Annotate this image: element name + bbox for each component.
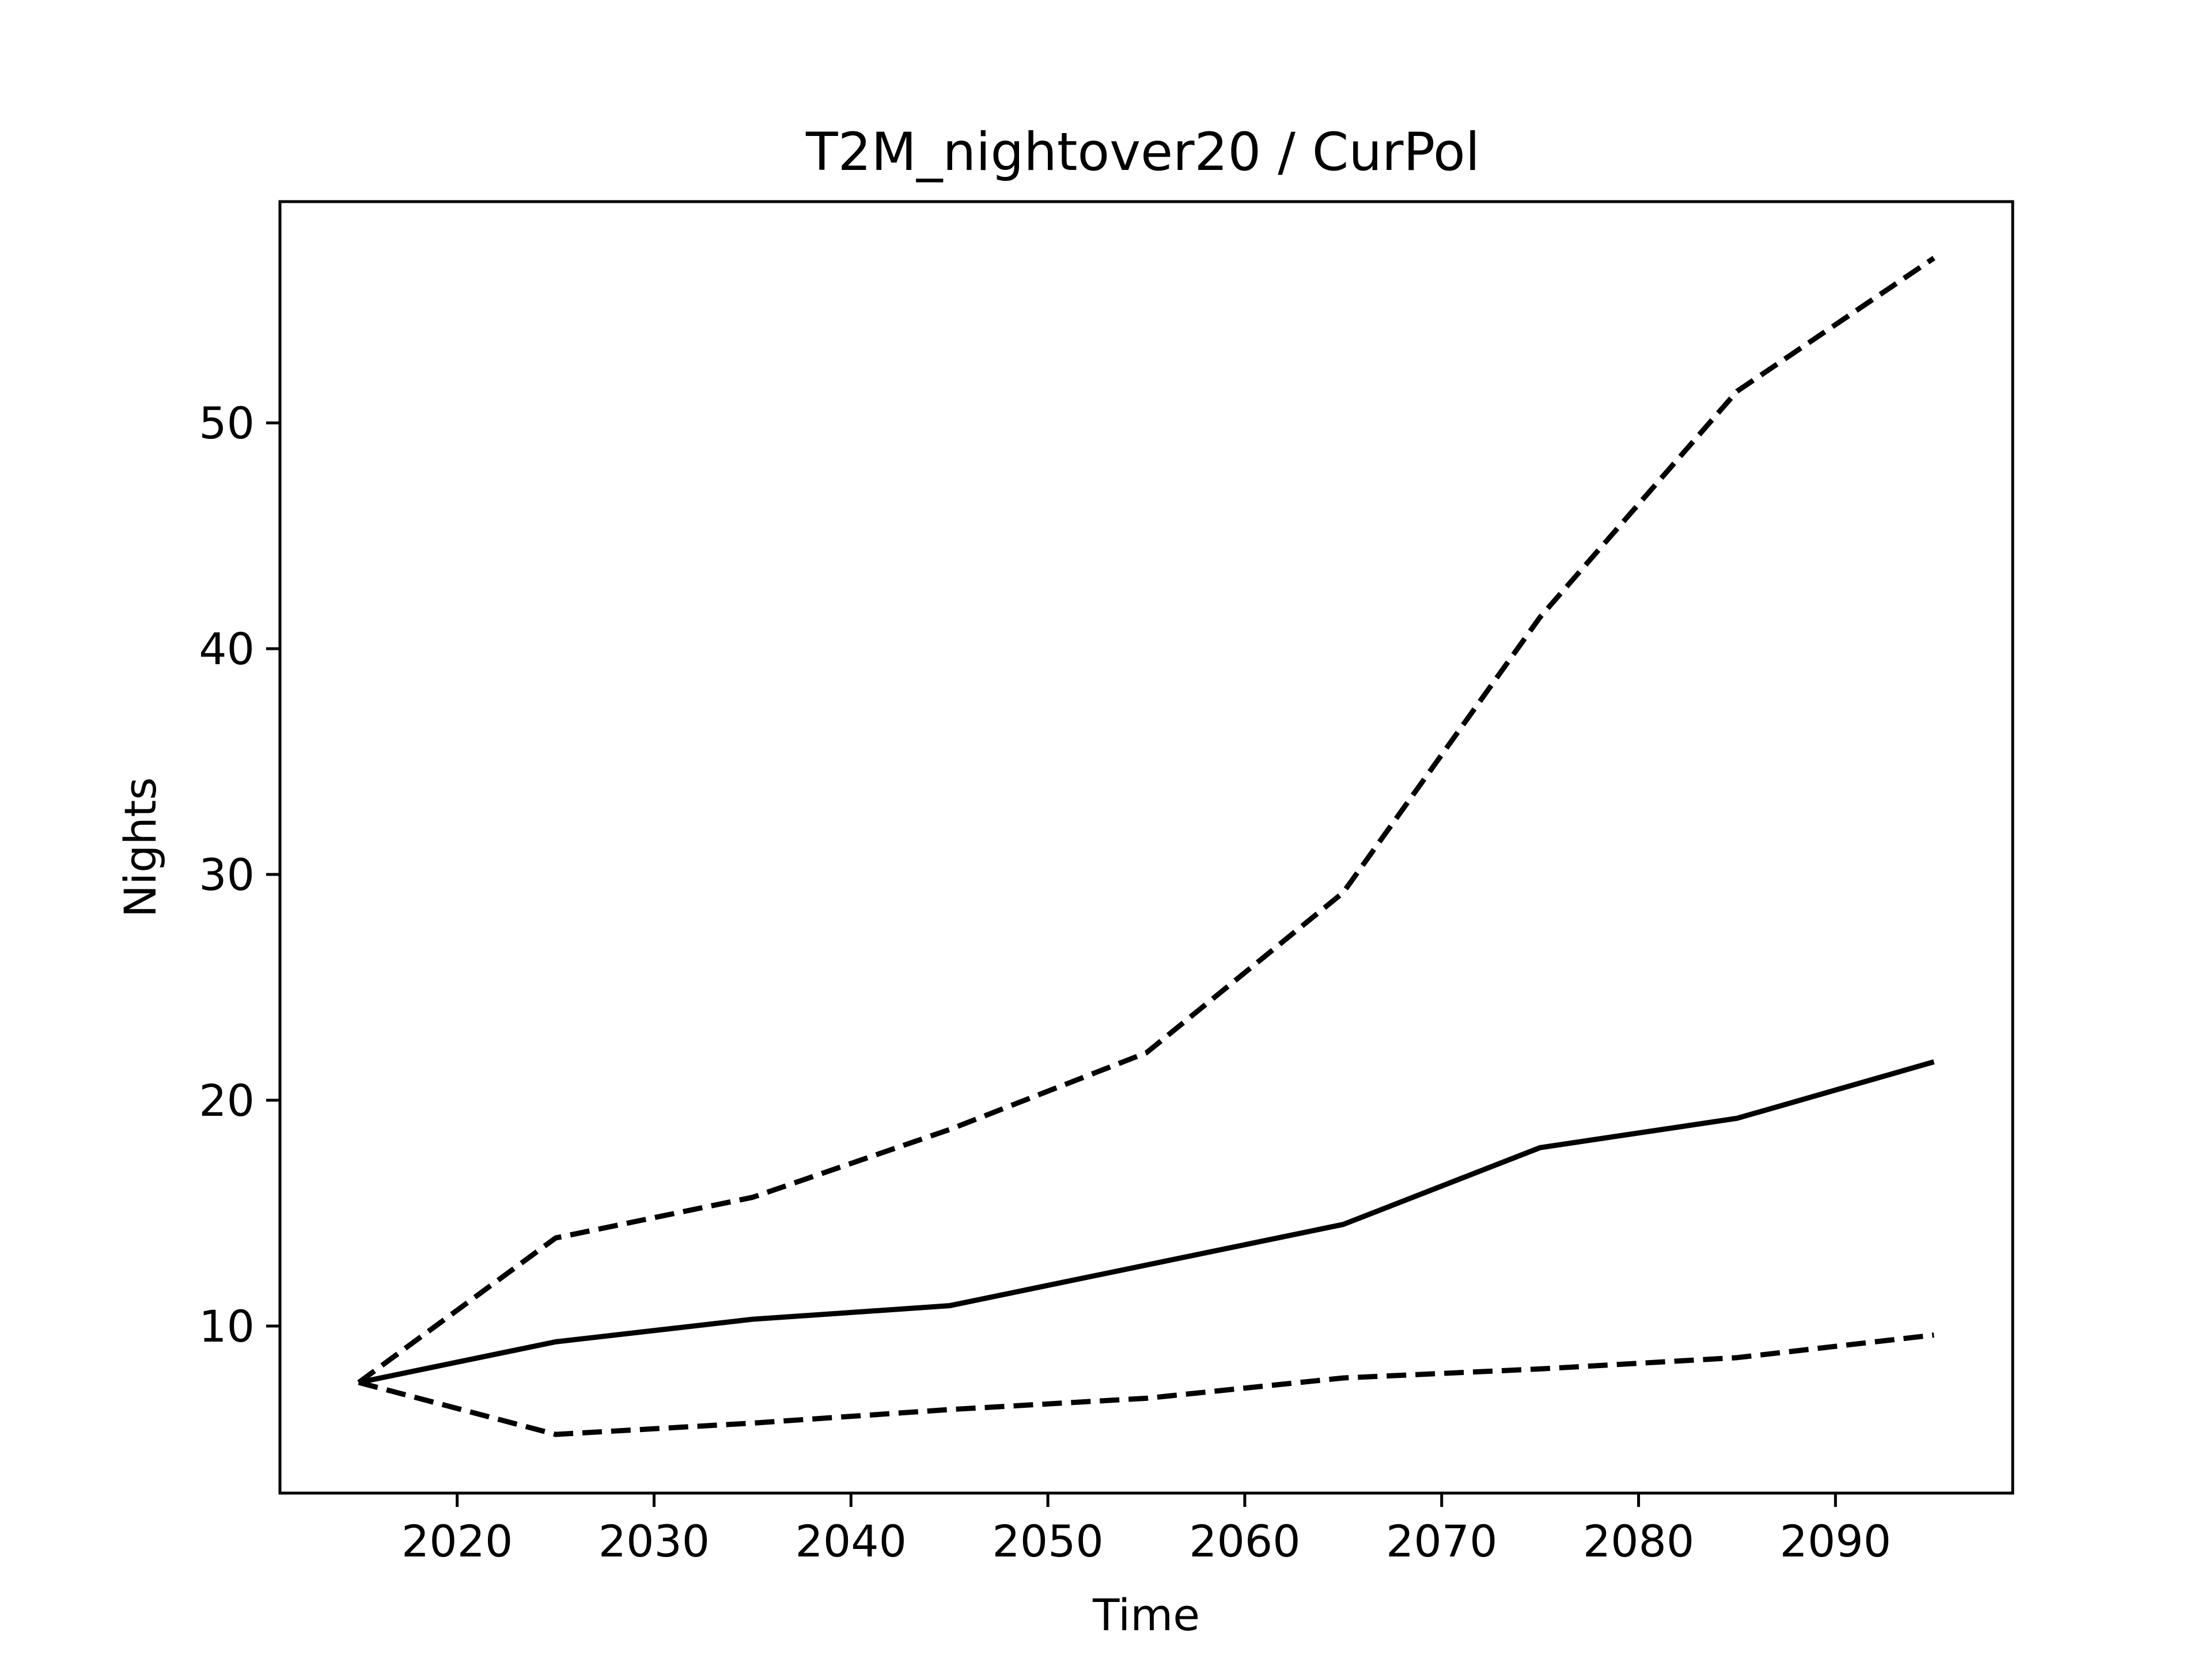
x-axis-label: Time <box>1092 1589 1200 1641</box>
x-tick-label: 2090 <box>1780 1516 1891 1567</box>
y-tick-label: 40 <box>199 623 255 675</box>
series-line-median <box>358 1059 1935 1385</box>
series-line-upper <box>357 256 1936 1385</box>
series-line-lower <box>358 1332 1934 1437</box>
x-tick-label: 2050 <box>992 1516 1103 1567</box>
chart-title: T2M_nightover20 / CurPol <box>805 122 1480 183</box>
x-tick-label: 2020 <box>402 1516 513 1567</box>
y-axis-label: Nights <box>115 777 166 918</box>
x-tick-label: 2040 <box>796 1516 907 1567</box>
x-tick-label: 2030 <box>599 1516 710 1567</box>
y-tick-label: 10 <box>199 1301 255 1352</box>
x-tick-label: 2080 <box>1583 1516 1694 1567</box>
y-tick-label: 30 <box>199 849 255 900</box>
x-tick-label: 2060 <box>1189 1516 1300 1567</box>
plot-frame <box>278 200 2014 1495</box>
y-axis: 10 20 30 40 50 <box>199 397 280 1352</box>
y-tick-label: 20 <box>199 1075 255 1126</box>
x-tick-label: 2070 <box>1386 1516 1497 1567</box>
y-tick-label: 50 <box>199 397 255 449</box>
plot-area <box>357 256 1936 1437</box>
x-axis: 2020 2030 2040 2050 2060 2070 2080 2090 <box>402 1493 1891 1567</box>
